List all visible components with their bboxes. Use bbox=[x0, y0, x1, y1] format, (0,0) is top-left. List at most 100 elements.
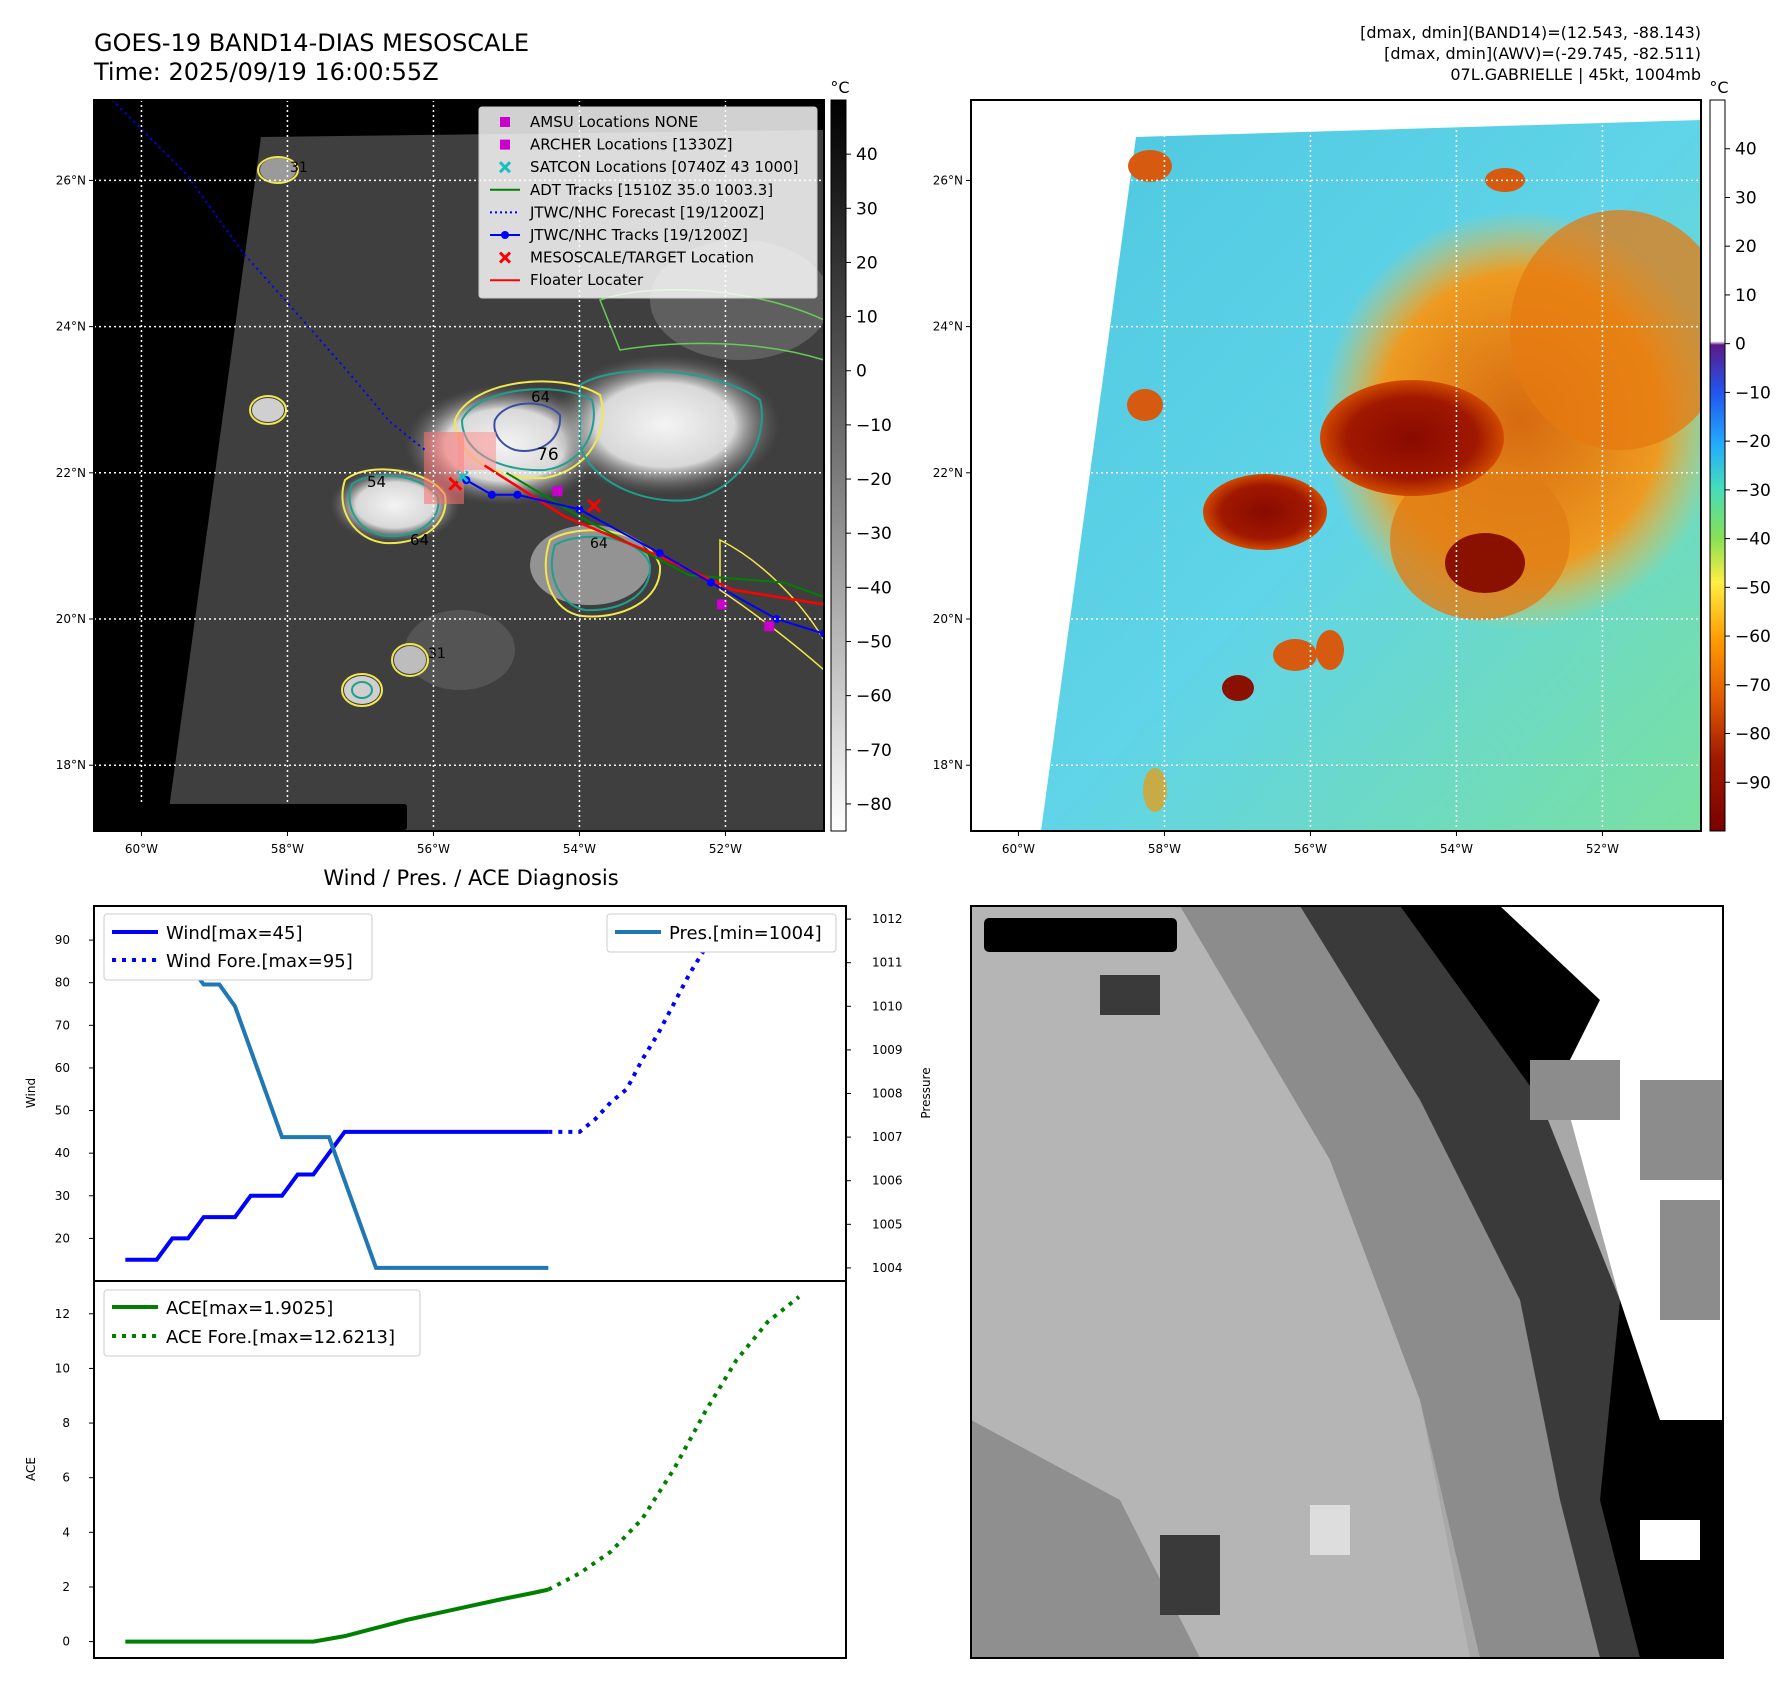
ir-contour-cell2 bbox=[341, 673, 383, 707]
wv-lon-label: 52°W bbox=[1586, 842, 1619, 856]
ir-cbar-label: −50 bbox=[856, 632, 892, 652]
info-band14: [dmax, dmin](BAND14)=(12.543, -88.143) bbox=[1360, 23, 1701, 42]
wind-ytick-label: 30 bbox=[55, 1189, 70, 1203]
wv-cell-7 bbox=[1485, 168, 1525, 192]
archer-point bbox=[716, 599, 727, 610]
legend-marker bbox=[498, 251, 512, 264]
ir-contour-label-4: 64 bbox=[410, 531, 429, 549]
jtwc-forecast-track bbox=[111, 100, 427, 452]
ir-contour-label-2: 76 bbox=[537, 445, 559, 465]
wv-cbar-label: −40 bbox=[1735, 530, 1771, 550]
wind-ytick-label: 80 bbox=[55, 976, 70, 990]
ir-colorbar-unit: °C bbox=[830, 78, 849, 97]
wv-cbar-label: −70 bbox=[1735, 676, 1771, 696]
wmg-gray-patch-1 bbox=[1530, 1060, 1620, 1120]
archer-point bbox=[552, 486, 563, 497]
wmg-gray-patch-3 bbox=[1660, 1200, 1720, 1320]
legend-marker bbox=[500, 117, 510, 127]
ir-contour-label-5: 64 bbox=[590, 536, 608, 552]
legend-label: Floater Locater bbox=[530, 271, 644, 289]
ace-ytick-label: 8 bbox=[62, 1416, 70, 1430]
ir-axis-labels: 26°N 24°N 22°N 20°N 18°N 60°W 58°W 56°W 54°W 52°W bbox=[56, 173, 742, 856]
ir-cbar-label: 20 bbox=[856, 253, 878, 273]
info-storm: 07L.GABRIELLE | 45kt, 1004mb bbox=[1450, 65, 1701, 84]
pres-ytick-label: 1004 bbox=[872, 1261, 903, 1275]
legend-wind-label: Wind[max=45] bbox=[166, 923, 303, 944]
ir-cbar-label: 30 bbox=[856, 199, 878, 219]
wv-cold-west bbox=[1203, 474, 1327, 550]
ir-contour-cell2b bbox=[351, 681, 373, 699]
wv-cbar-label: −50 bbox=[1735, 578, 1771, 598]
wind-ytick-label: 50 bbox=[55, 1104, 70, 1118]
info-awv: [dmax, dmin](AWV)=(-29.745, -82.511) bbox=[1384, 44, 1701, 63]
wv-frame bbox=[970, 99, 1702, 832]
target-point bbox=[586, 498, 602, 513]
ir-contour-east bbox=[579, 369, 763, 502]
ir-cbar-label: −40 bbox=[856, 578, 892, 598]
jtwc-track-point bbox=[772, 615, 781, 624]
floater-box-1 bbox=[424, 432, 464, 504]
wmg-label: WMG Count: 10 bbox=[992, 923, 1167, 947]
ir-contour-label-7: 31 bbox=[428, 646, 446, 662]
ir-lat-label: 24°N bbox=[56, 320, 86, 334]
ir-cloud-south bbox=[530, 525, 650, 605]
wv-axis-labels: 26°N 24°N 22°N 20°N 18°N 60°W 58°W 56°W 54°W 52°W bbox=[933, 173, 1619, 856]
ir-lat-label: 18°N bbox=[56, 758, 86, 772]
wmg-panel: WMG Count: 10 bbox=[970, 905, 1724, 1659]
jtwc-track-point bbox=[575, 505, 584, 514]
legend-windfore-label: Wind Fore.[max=95] bbox=[166, 951, 353, 972]
wmg-dark-patch-1 bbox=[1100, 975, 1160, 1015]
wv-cbar-label: −10 bbox=[1735, 383, 1771, 403]
ir-contour-cell4 bbox=[257, 156, 299, 184]
pres-ytick-label: 1011 bbox=[872, 956, 903, 970]
ir-contour-label-3: 54 bbox=[367, 473, 386, 491]
legend-marker bbox=[498, 161, 512, 174]
ir-lon-label: 58°W bbox=[271, 842, 304, 856]
legend-pres-label: Pres.[min=1004] bbox=[669, 923, 822, 944]
wmg-mid-band bbox=[1180, 906, 1600, 1658]
pres-ytick-label: 1012 bbox=[872, 912, 903, 926]
ir-cbar-label: −60 bbox=[856, 687, 892, 707]
wv-panel: 26°N 24°N 22°N 20°N 18°N 60°W 58°W 56°W 54°W 52°W… bbox=[933, 78, 1771, 856]
wv-warm-ne bbox=[1510, 210, 1701, 450]
ace-ytick-label: 12 bbox=[55, 1307, 70, 1321]
wv-cbar-label: 20 bbox=[1735, 237, 1757, 257]
archer-points bbox=[552, 486, 775, 632]
legend-marker bbox=[500, 139, 510, 150]
jtwc-observed-track bbox=[465, 479, 824, 635]
ir-contour-label-1: 64 bbox=[531, 388, 550, 406]
wv-cbar-label: −80 bbox=[1735, 725, 1771, 745]
wmg-sw-region bbox=[971, 1420, 1200, 1658]
wv-lon-label: 58°W bbox=[1148, 842, 1181, 856]
diagnosis-title: Wind / Pres. / ACE Diagnosis bbox=[323, 866, 618, 890]
wv-cold-south bbox=[1445, 533, 1525, 593]
pres-ytick-label: 1010 bbox=[872, 999, 903, 1013]
wv-lon-label: 60°W bbox=[1002, 842, 1035, 856]
ace-ytick-label: 4 bbox=[62, 1525, 70, 1539]
ir-frame bbox=[93, 99, 825, 832]
ace-chart: 0 2 4 6 8 10 12 ACE ACE[max=1.9025] ACE Fore.[… bbox=[24, 1280, 847, 1659]
ir-lon-label: 52°W bbox=[709, 842, 742, 856]
wmg-dark-patch-2 bbox=[1160, 1535, 1220, 1615]
copyright: Copyright © 2020-2025 Dapiya bbox=[100, 808, 379, 827]
legend-marker-dot bbox=[501, 231, 509, 239]
legend-label: AMSU Locations NONE bbox=[530, 113, 698, 131]
wv-lon-label: 56°W bbox=[1294, 842, 1327, 856]
pres-ytick-label: 1009 bbox=[872, 1043, 903, 1057]
ir-contour-west-y bbox=[341, 468, 447, 545]
wv-cbar-label: −20 bbox=[1735, 432, 1771, 452]
wmg-label-box bbox=[984, 918, 1177, 952]
pres-ytick-label: 1007 bbox=[872, 1130, 903, 1144]
ir-contour-label-6: 31 bbox=[290, 160, 308, 176]
ir-cell-1 bbox=[252, 398, 284, 422]
wv-cell-3 bbox=[1222, 675, 1254, 701]
wv-cbar-label: 0 bbox=[1735, 335, 1746, 355]
archer-point bbox=[764, 621, 775, 632]
ir-cbar-label: −10 bbox=[856, 416, 892, 436]
wmg-light-patch bbox=[1310, 1505, 1350, 1555]
legend-ace-label: ACE[max=1.9025] bbox=[166, 1298, 333, 1319]
wind-pressure-chart: 20 30 40 50 60 70 80 90 1004 1005 1006 1007 1008 1009… bbox=[24, 905, 933, 1282]
ir-contour-west-t bbox=[348, 474, 440, 538]
wv-gridlines bbox=[971, 100, 1701, 831]
ir-contour-south bbox=[550, 535, 652, 612]
